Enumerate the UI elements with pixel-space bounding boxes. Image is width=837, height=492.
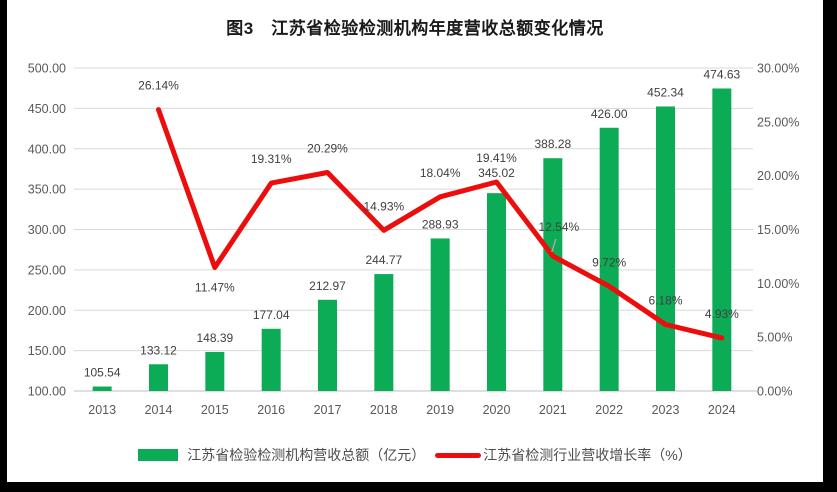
right-axis-tick-label: 30.00% (757, 62, 799, 76)
revenue-bar-2017 (318, 299, 337, 391)
left-axis-tick-label: 250.00 (28, 263, 66, 277)
x-axis-year-label: 2013 (88, 403, 116, 417)
left-axis-tick-label: 300.00 (28, 223, 66, 237)
left-axis-tick-label: 350.00 (28, 183, 66, 197)
growth-value-label: 14.93% (363, 199, 404, 213)
legend-bar-series-label: 江苏省检验检测机构营收总额（亿元） (187, 447, 426, 463)
growth-value-label: 12.54% (538, 220, 579, 234)
right-axis-tick-label: 5.00% (757, 331, 792, 345)
bar-value-label: 426.00 (591, 107, 628, 121)
revenue-bar-2021 (543, 158, 563, 391)
revenue-bar-2020 (487, 193, 506, 391)
revenue-bar-2014 (149, 364, 168, 391)
growth-value-label: 4.93% (705, 307, 739, 321)
chart-title: 图3 江苏省检验检测机构年度营收总额变化情况 (226, 19, 604, 38)
bar-value-label: 105.54 (84, 366, 121, 380)
growth-value-label: 19.41% (476, 151, 517, 165)
x-axis-year-label: 2021 (539, 403, 567, 417)
left-axis-tick-label: 150.00 (28, 344, 66, 358)
growth-value-label: 19.31% (251, 152, 292, 166)
left-axis-tick-label: 400.00 (28, 142, 66, 156)
x-axis-year-label: 2016 (257, 403, 285, 417)
bar-value-label: 148.39 (196, 331, 233, 345)
left-axis-tick-label: 500.00 (28, 62, 66, 76)
x-axis-year-label: 2024 (708, 403, 736, 417)
right-axis-tick-label: 20.00% (757, 169, 799, 183)
x-axis-year-label: 2018 (370, 403, 398, 417)
revenue-bar-2018 (374, 274, 394, 391)
growth-value-label: 20.29% (307, 142, 348, 156)
growth-value-label: 9.72% (592, 255, 626, 269)
bar-value-label: 177.04 (253, 308, 290, 322)
legend-bar-swatch (138, 449, 179, 461)
bar-value-label: 212.97 (309, 279, 346, 293)
x-axis-year-label: 2023 (652, 403, 680, 417)
revenue-bar-2016 (261, 328, 281, 391)
left-axis-tick-label: 200.00 (28, 304, 66, 318)
x-axis-year-label: 2014 (145, 403, 173, 417)
right-axis-tick-label: 10.00% (757, 277, 799, 291)
revenue-bar-2024 (712, 88, 732, 392)
left-axis-tick-label: 450.00 (28, 102, 66, 116)
revenue-bar-2022 (599, 127, 619, 391)
revenue-bar-2023 (656, 106, 675, 392)
x-axis-year-label: 2015 (201, 403, 229, 417)
bar-value-label: 288.93 (422, 217, 459, 231)
legend-line-series-label: 江苏省检测行业营收增长率（%） (483, 447, 692, 463)
growth-value-label: 18.04% (420, 166, 461, 180)
revenue-bar-2013 (92, 386, 112, 391)
legend-line-swatch (435, 452, 482, 458)
bar-value-label: 244.77 (365, 253, 402, 267)
bar-value-label: 388.28 (534, 137, 571, 151)
label-leader-line (551, 238, 557, 253)
revenue-bar-2015 (205, 351, 225, 391)
x-axis-year-label: 2017 (314, 403, 342, 417)
bar-value-label: 452.34 (647, 85, 684, 99)
x-axis-year-label: 2019 (426, 403, 454, 417)
chart-legend: 江苏省检验检测机构营收总额（亿元） 江苏省检测行业营收增长率（%） (7, 444, 823, 466)
left-axis-tick-label: 100.00 (28, 385, 66, 399)
growth-rate-line (156, 107, 725, 341)
screen-edge-right (823, 0, 837, 492)
screen-edge-left (0, 0, 7, 492)
growth-value-label: 6.18% (648, 293, 682, 307)
right-axis-tick-label: 15.00% (757, 223, 799, 237)
x-axis-year-label: 2020 (483, 403, 511, 417)
bar-value-label: 345.02 (478, 166, 515, 180)
growth-value-label: 26.14% (138, 79, 179, 93)
growth-value-label: 11.47% (195, 281, 235, 295)
bar-value-label: 474.63 (703, 67, 740, 81)
right-axis-tick-label: 0.00% (757, 385, 792, 399)
x-axis-year-label: 2022 (595, 403, 623, 417)
bar-value-label: 133.12 (140, 343, 177, 357)
right-axis-tick-label: 25.00% (757, 115, 799, 129)
screen-edge-bottom (0, 482, 837, 492)
revenue-bar-2019 (430, 238, 450, 391)
